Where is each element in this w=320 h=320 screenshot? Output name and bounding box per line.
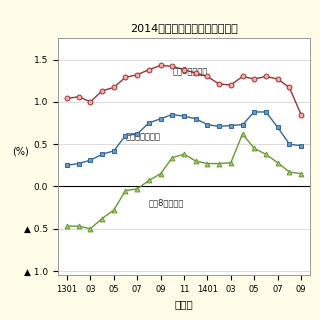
X-axis label: 予測月: 予測月 — [175, 300, 193, 309]
Title: 2014年度実質成長率予測の推移: 2014年度実質成長率予測の推移 — [130, 23, 238, 34]
Y-axis label: (%): (%) — [12, 147, 29, 157]
Text: 低位8機関平均: 低位8機関平均 — [149, 198, 184, 207]
Text: 高位8機関平均: 高位8機関平均 — [172, 66, 208, 75]
Text: 全予測機関平均: 全予測機関平均 — [125, 132, 161, 141]
